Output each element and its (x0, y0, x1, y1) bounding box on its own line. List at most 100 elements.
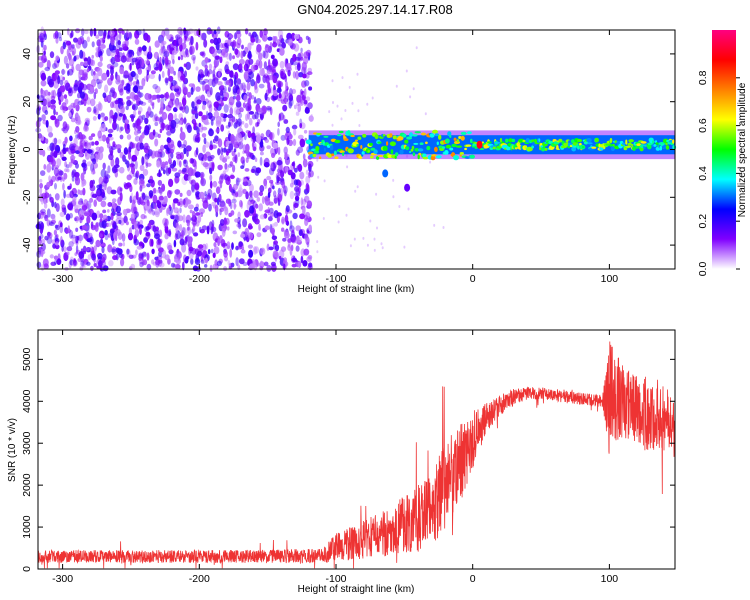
heatmap-cell (90, 79, 97, 88)
heatmap-cell (166, 47, 170, 55)
heatmap-cell (197, 136, 200, 143)
heatmap-cell (310, 143, 313, 147)
heatmap-cell (369, 219, 372, 223)
heatmap-cell (214, 60, 218, 69)
heatmap-cell (224, 155, 230, 160)
y-tick-label: -40 (21, 237, 33, 252)
heatmap-cell (237, 211, 241, 220)
heatmap-cell (219, 90, 224, 96)
heatmap-cell (259, 113, 264, 119)
heatmap-cell (315, 145, 320, 152)
heatmap-cell (292, 71, 296, 79)
heatmap-cell (293, 43, 300, 52)
heatmap-cell (52, 63, 57, 69)
heatmap-cell (283, 185, 286, 193)
heatmap-cell (61, 102, 67, 111)
heatmap-cell (157, 179, 163, 186)
heatmap-cell (255, 38, 261, 44)
heatmap-cell (191, 54, 197, 61)
heatmap-cell (277, 194, 283, 202)
heatmap-cell (139, 164, 145, 172)
y-tick-label: 2000 (21, 473, 33, 497)
heatmap-cell (163, 144, 169, 150)
heatmap-cell (161, 161, 166, 169)
heatmap-cell (171, 80, 177, 86)
heatmap-cell (43, 33, 48, 41)
heatmap-cell (56, 258, 62, 265)
heatmap-cell (98, 230, 105, 239)
heatmap-cell (119, 66, 124, 75)
heatmap-cell (247, 244, 253, 249)
heatmap-cell (337, 134, 342, 137)
heatmap-cell (260, 247, 266, 255)
heatmap-cell (183, 139, 188, 147)
heatmap-cell (120, 55, 127, 63)
heatmap-cell (229, 201, 233, 210)
heatmap-cell (167, 167, 172, 175)
heatmap-cell (48, 232, 53, 239)
heatmap-cell (323, 179, 326, 183)
heatmap-cell (361, 151, 365, 155)
heatmap-cell (134, 73, 139, 80)
heatmap-cell (301, 61, 307, 71)
heatmap-cell (195, 86, 201, 92)
heatmap-cell (246, 82, 251, 91)
heatmap-cell (245, 143, 250, 153)
heatmap-cell (65, 164, 70, 169)
heatmap-cell (142, 168, 149, 176)
heatmap-cell (55, 111, 59, 116)
heatmap-cell (252, 246, 258, 255)
heatmap-cell (323, 147, 326, 152)
heatmap-cell (136, 29, 142, 36)
heatmap-cell (40, 208, 46, 214)
heatmap-cell (120, 258, 125, 267)
heatmap-cell (263, 213, 268, 219)
heatmap-cell (295, 225, 302, 232)
heatmap-cell (239, 68, 243, 73)
heatmap-cell (46, 163, 52, 173)
heatmap-cell (258, 83, 265, 89)
heatmap-cell (243, 133, 247, 141)
heatmap-cell (257, 107, 263, 112)
heatmap-cell (40, 248, 44, 258)
heatmap-cell (240, 156, 245, 164)
heatmap-cell (53, 167, 60, 177)
heatmap-cell (228, 96, 235, 106)
heatmap-cell (133, 85, 139, 93)
heatmap-cell (39, 187, 43, 195)
heatmap-cell (130, 163, 134, 170)
heatmap-cell (74, 216, 80, 222)
heatmap-cell (54, 182, 57, 190)
heatmap-cell (55, 241, 59, 246)
heatmap-cell (356, 185, 359, 189)
heatmap-cell (210, 248, 214, 254)
heatmap-cell (269, 179, 274, 184)
heatmap-cell (219, 200, 226, 207)
heatmap-cell (107, 77, 113, 86)
heatmap-cell (177, 215, 184, 222)
heatmap-cell (236, 178, 242, 183)
heatmap-cell (412, 134, 418, 137)
heatmap-cell (345, 213, 348, 217)
heatmap-cell (305, 175, 311, 184)
heatmap-cell (179, 207, 182, 214)
heatmap-cell (153, 51, 159, 60)
heatmap-cell (86, 36, 91, 43)
heatmap-cell (258, 203, 264, 212)
heatmap-cell (299, 138, 306, 148)
heatmap-cell (228, 143, 234, 153)
heatmap-cell (268, 246, 274, 251)
heatmap-cell (75, 104, 80, 112)
heatmap-cell (269, 167, 275, 176)
heatmap-cell (254, 111, 259, 120)
heatmap-cell (73, 84, 79, 91)
heatmap-cell (193, 206, 199, 212)
heatmap-cell (184, 35, 188, 41)
heatmap-cell (45, 120, 49, 128)
heatmap-cell (185, 145, 192, 152)
heatmap-cell (230, 133, 235, 143)
heatmap-cell (188, 83, 195, 88)
heatmap-cell (464, 147, 467, 151)
heatmap-cell (298, 72, 304, 78)
